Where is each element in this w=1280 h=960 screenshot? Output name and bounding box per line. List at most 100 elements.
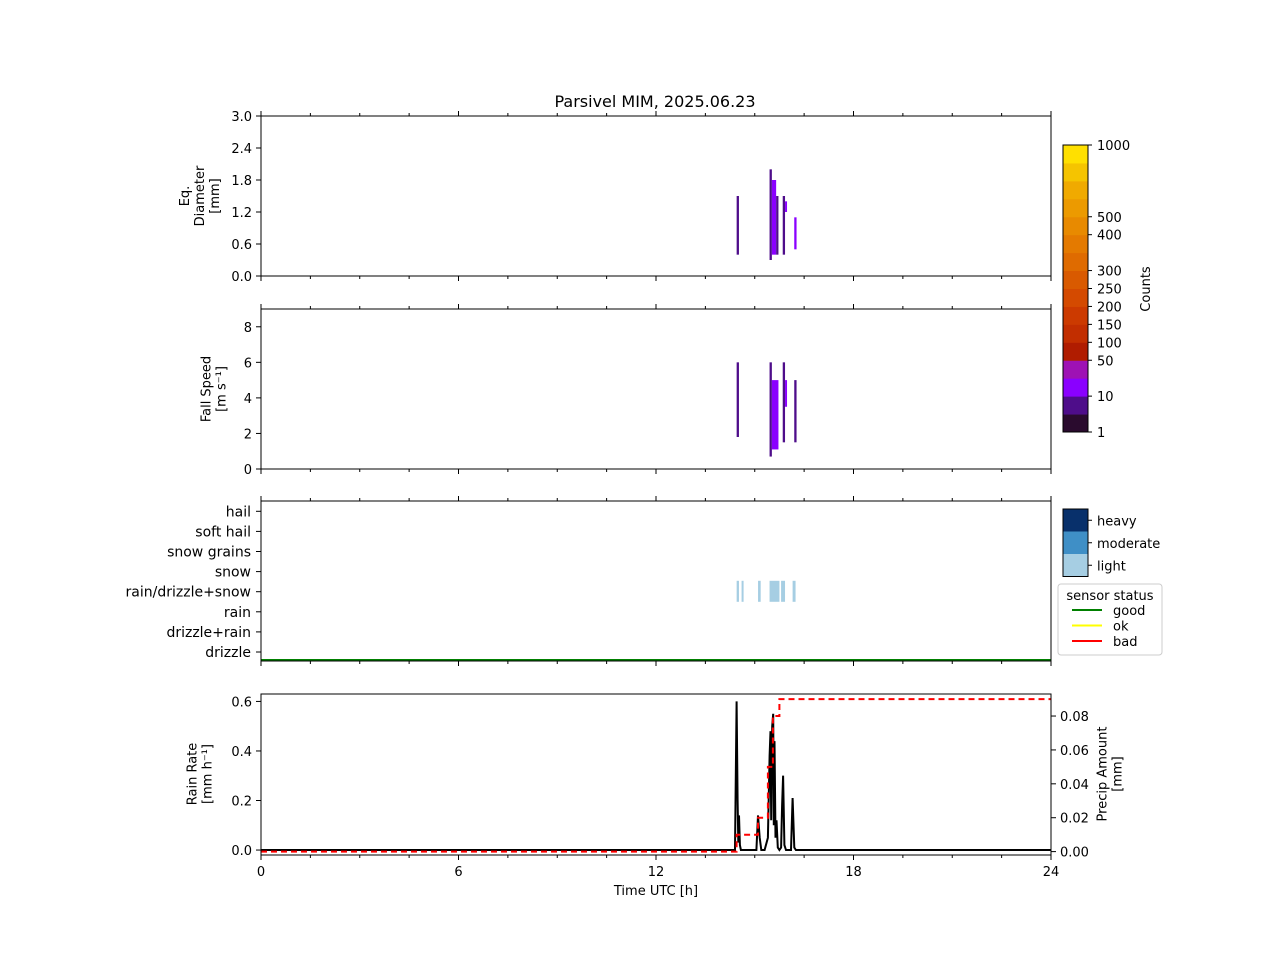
precip-type-bar bbox=[792, 580, 796, 602]
colorbar-tick-label: 400 bbox=[1097, 229, 1122, 244]
precip-amount-y-label: Precip Amount[mm] bbox=[1096, 727, 1126, 822]
x-tick-label: 18 bbox=[845, 865, 862, 880]
heatmap-cell bbox=[736, 362, 739, 437]
rain-rate-panel: 0 6 12 18 24 0.0 0.2 0.4 0.6 0.00 0.02 0.04 0.06 0.08… bbox=[186, 693, 1126, 880]
heatmap-cell bbox=[794, 380, 797, 443]
precip-type-bar bbox=[741, 580, 744, 602]
colorbar-tick-label: 10 bbox=[1097, 390, 1114, 405]
y-tick-label-right: 0.08 bbox=[1060, 710, 1089, 725]
colorbar-segment bbox=[1063, 234, 1088, 254]
category-label: rain bbox=[224, 605, 251, 621]
y-tick-label-right: 0.02 bbox=[1060, 812, 1089, 827]
colorbar-segment bbox=[1063, 270, 1088, 289]
precip-type-bar bbox=[769, 580, 780, 602]
x-tick-label: 6 bbox=[454, 865, 462, 880]
category-label: snow grains bbox=[167, 545, 251, 561]
x-tick-label: 0 bbox=[257, 865, 265, 880]
y-tick-label: 0.6 bbox=[231, 695, 252, 710]
colorbar-tick-label: 1000 bbox=[1097, 139, 1130, 154]
heatmap-cell bbox=[771, 380, 779, 450]
intensity-swatch bbox=[1063, 531, 1088, 554]
precip-amount-line bbox=[261, 698, 1051, 853]
intensity-frame bbox=[1062, 508, 1089, 577]
y-tick-label-right: 0.06 bbox=[1060, 744, 1089, 759]
heatmap-cell bbox=[785, 380, 788, 407]
heatmap-cell bbox=[794, 217, 797, 250]
intensity-swatch bbox=[1063, 554, 1088, 577]
heatmap-cell bbox=[776, 196, 779, 255]
heatmap-cell bbox=[782, 362, 786, 443]
heatmap-cell bbox=[769, 362, 772, 457]
intensity-swatch bbox=[1063, 509, 1088, 532]
y-tick-label: 4 bbox=[244, 392, 252, 407]
heatmap-cell bbox=[736, 196, 739, 255]
colorbar-segment bbox=[1063, 216, 1088, 236]
heatmap-cell bbox=[785, 201, 788, 212]
colorbar-segment bbox=[1063, 378, 1088, 397]
colorbar-segment bbox=[1063, 288, 1088, 307]
y-tick-label: 2 bbox=[244, 427, 252, 442]
x-axis-label: Time UTC [h] bbox=[613, 884, 698, 899]
y-tick-label: 0.0 bbox=[231, 270, 252, 285]
status-legend-label: bad bbox=[1113, 635, 1137, 650]
heatmap-cell bbox=[782, 196, 786, 255]
diameter-panel: 0.0 0.6 1.2 1.8 2.4 3.0 Eq.Diameter[mm] bbox=[178, 110, 1052, 285]
y-tick-label-right: 0.00 bbox=[1060, 846, 1089, 861]
colorbar-segment bbox=[1063, 324, 1088, 343]
precip-type-bar bbox=[758, 580, 761, 602]
rain-rate-y-label: Rain Rate[mm h⁻¹] bbox=[186, 743, 216, 806]
y-tick-label: 0 bbox=[244, 463, 252, 478]
x-tick-label: 24 bbox=[1043, 865, 1060, 880]
fallspeed-panel: 0 2 4 6 8 Fall Speed[m s⁻¹] bbox=[200, 304, 1052, 478]
precip-type-panel: drizzle drizzle+rain rain rain/drizzle+snow… bbox=[126, 496, 1052, 666]
colorbar-segment bbox=[1063, 145, 1088, 164]
rain-rate-frame bbox=[260, 693, 1052, 856]
figure-title: Parsivel MIM, 2025.06.23 bbox=[554, 92, 755, 111]
precip-type-bar bbox=[781, 580, 786, 602]
colorbar-segment bbox=[1063, 162, 1088, 182]
colorbar-segment bbox=[1063, 396, 1088, 415]
precip-type-bar bbox=[736, 580, 739, 602]
y-tick-label: 1.8 bbox=[231, 174, 252, 189]
y-tick-label: 8 bbox=[244, 321, 252, 336]
colorbar-tick-label: 250 bbox=[1097, 283, 1122, 298]
colorbar-segment bbox=[1063, 342, 1088, 361]
category-label: hail bbox=[226, 504, 251, 520]
counts-colorbar: 1 10 50 100 150 200 250 300 400 500 1000 Counts bbox=[1062, 139, 1154, 441]
category-label: soft hail bbox=[195, 524, 251, 540]
intensity-legend: heavy moderate light bbox=[1062, 508, 1160, 577]
colorbar-tick-label: 300 bbox=[1097, 265, 1122, 280]
colorbar-tick-label: 100 bbox=[1097, 336, 1122, 351]
colorbar-segment bbox=[1063, 306, 1088, 325]
intensity-label: light bbox=[1097, 559, 1126, 574]
y-tick-label-right: 0.04 bbox=[1060, 778, 1089, 793]
colorbar-segment bbox=[1063, 360, 1088, 379]
y-tick-label: 1.2 bbox=[231, 206, 252, 221]
category-label: snow bbox=[215, 565, 251, 581]
y-tick-label: 0.4 bbox=[231, 745, 252, 760]
y-tick-label: 0.2 bbox=[231, 795, 252, 810]
status-legend-box bbox=[1057, 583, 1163, 656]
heatmap-cell bbox=[771, 180, 777, 255]
precip-type-frame bbox=[260, 500, 1052, 662]
category-label: drizzle bbox=[205, 645, 251, 661]
status-legend-title: sensor status bbox=[1066, 589, 1153, 604]
colorbar-tick-label: 200 bbox=[1097, 300, 1122, 315]
x-tick-label: 12 bbox=[648, 865, 665, 880]
diameter-y-label: Eq.Diameter[mm] bbox=[178, 165, 223, 226]
colorbar-tick-label: 150 bbox=[1097, 318, 1122, 333]
category-label: drizzle+rain bbox=[166, 625, 251, 641]
fallspeed-frame bbox=[260, 308, 1052, 470]
diameter-frame bbox=[260, 115, 1052, 277]
intensity-label: heavy bbox=[1097, 514, 1137, 529]
colorbar-tick-label: 1 bbox=[1097, 426, 1105, 441]
y-tick-label: 6 bbox=[244, 356, 252, 371]
y-tick-label: 2.4 bbox=[231, 142, 252, 157]
status-legend-label: good bbox=[1113, 604, 1145, 619]
intensity-label: moderate bbox=[1097, 537, 1160, 552]
heatmap-cell bbox=[769, 169, 772, 260]
y-tick-label: 0.6 bbox=[231, 238, 252, 253]
fallspeed-y-label: Fall Speed[m s⁻¹] bbox=[200, 356, 230, 422]
colorbar-label: Counts bbox=[1139, 266, 1154, 312]
